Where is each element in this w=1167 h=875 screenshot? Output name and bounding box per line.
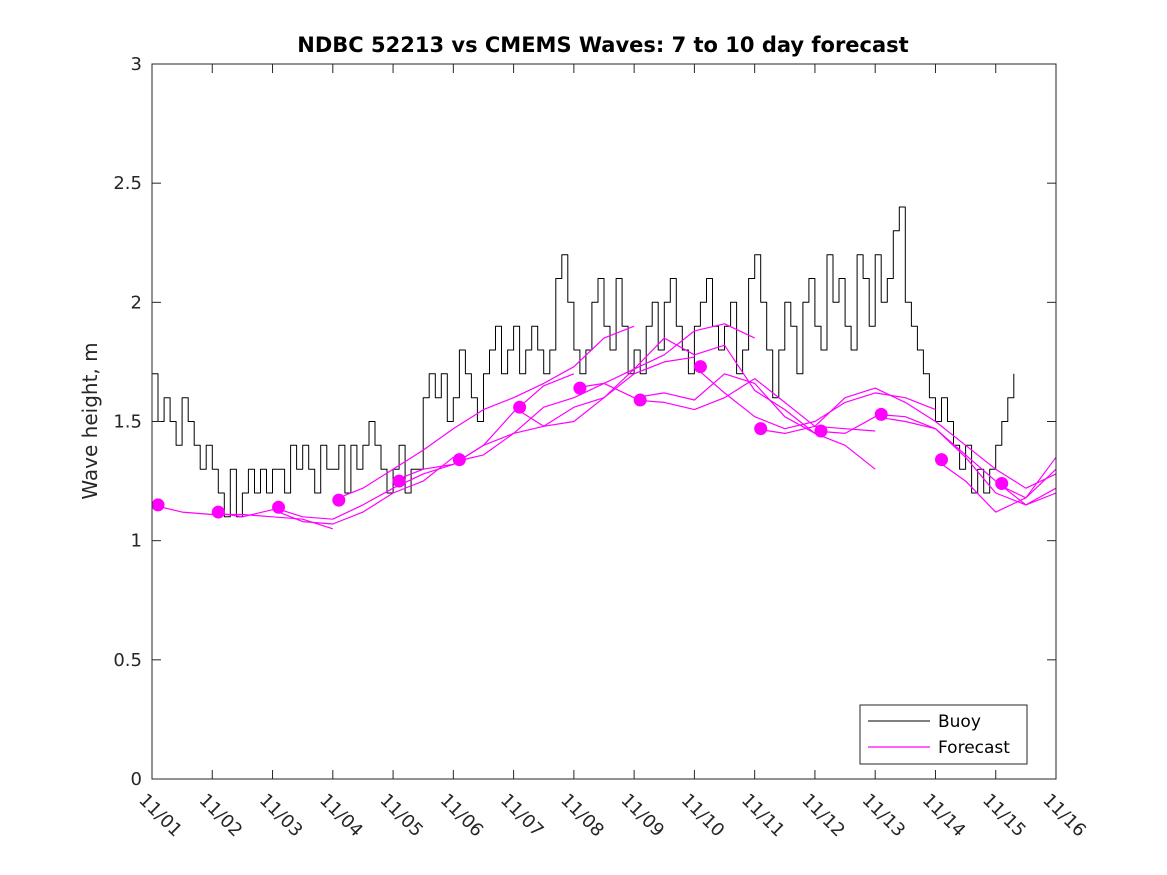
legend-forecast-label: Forecast — [938, 738, 1010, 758]
forecast-line-8 — [634, 378, 876, 432]
y-tick-label: 1.5 — [113, 412, 142, 433]
forecast-line-0 — [152, 504, 333, 530]
forecast-line-10 — [754, 387, 1056, 489]
y-tick-label: 3 — [131, 54, 142, 75]
chart-title: NDBC 52213 vs CMEMS Waves: 7 to 10 day f… — [297, 33, 908, 57]
forecast-marker — [513, 400, 527, 414]
y-tick-label: 2.5 — [113, 173, 142, 194]
y-tick-label: 0 — [131, 769, 142, 790]
y-tick-label: 0.5 — [113, 650, 142, 671]
forecast-line-6 — [513, 337, 816, 434]
forecast-marker — [272, 500, 286, 514]
y-tick-label: 1 — [131, 531, 142, 552]
forecast-marker — [152, 498, 165, 512]
forecast-marker — [754, 422, 768, 436]
forecast-line-12 — [875, 413, 1056, 506]
forecast-marker — [573, 381, 587, 395]
legend-buoy-label: Buoy — [938, 712, 981, 732]
forecast-marker — [211, 505, 225, 519]
forecast-marker — [332, 493, 346, 507]
y-axis-label: Wave height, m — [78, 342, 102, 499]
forecast-marker — [452, 453, 466, 467]
forecast-line-1 — [212, 456, 454, 525]
forecast-line-3 — [332, 325, 635, 501]
forecast-marker — [874, 407, 888, 421]
series-group — [152, 206, 1056, 530]
forecast-marker — [633, 393, 647, 407]
forecast-marker — [392, 474, 406, 488]
legend: Buoy Forecast — [859, 704, 1028, 765]
y-tick-label: 2 — [131, 292, 142, 313]
forecast-marker — [693, 360, 707, 374]
forecast-line-9 — [694, 366, 936, 430]
legend-box — [859, 704, 1028, 765]
forecast-marker — [995, 476, 1009, 490]
forecast-line-13 — [935, 459, 1056, 513]
forecast-marker — [814, 424, 828, 438]
plot-area — [152, 206, 1056, 530]
forecast-marker — [934, 453, 948, 467]
buoy-line — [152, 206, 1015, 518]
forecast-line-7 — [573, 373, 876, 470]
